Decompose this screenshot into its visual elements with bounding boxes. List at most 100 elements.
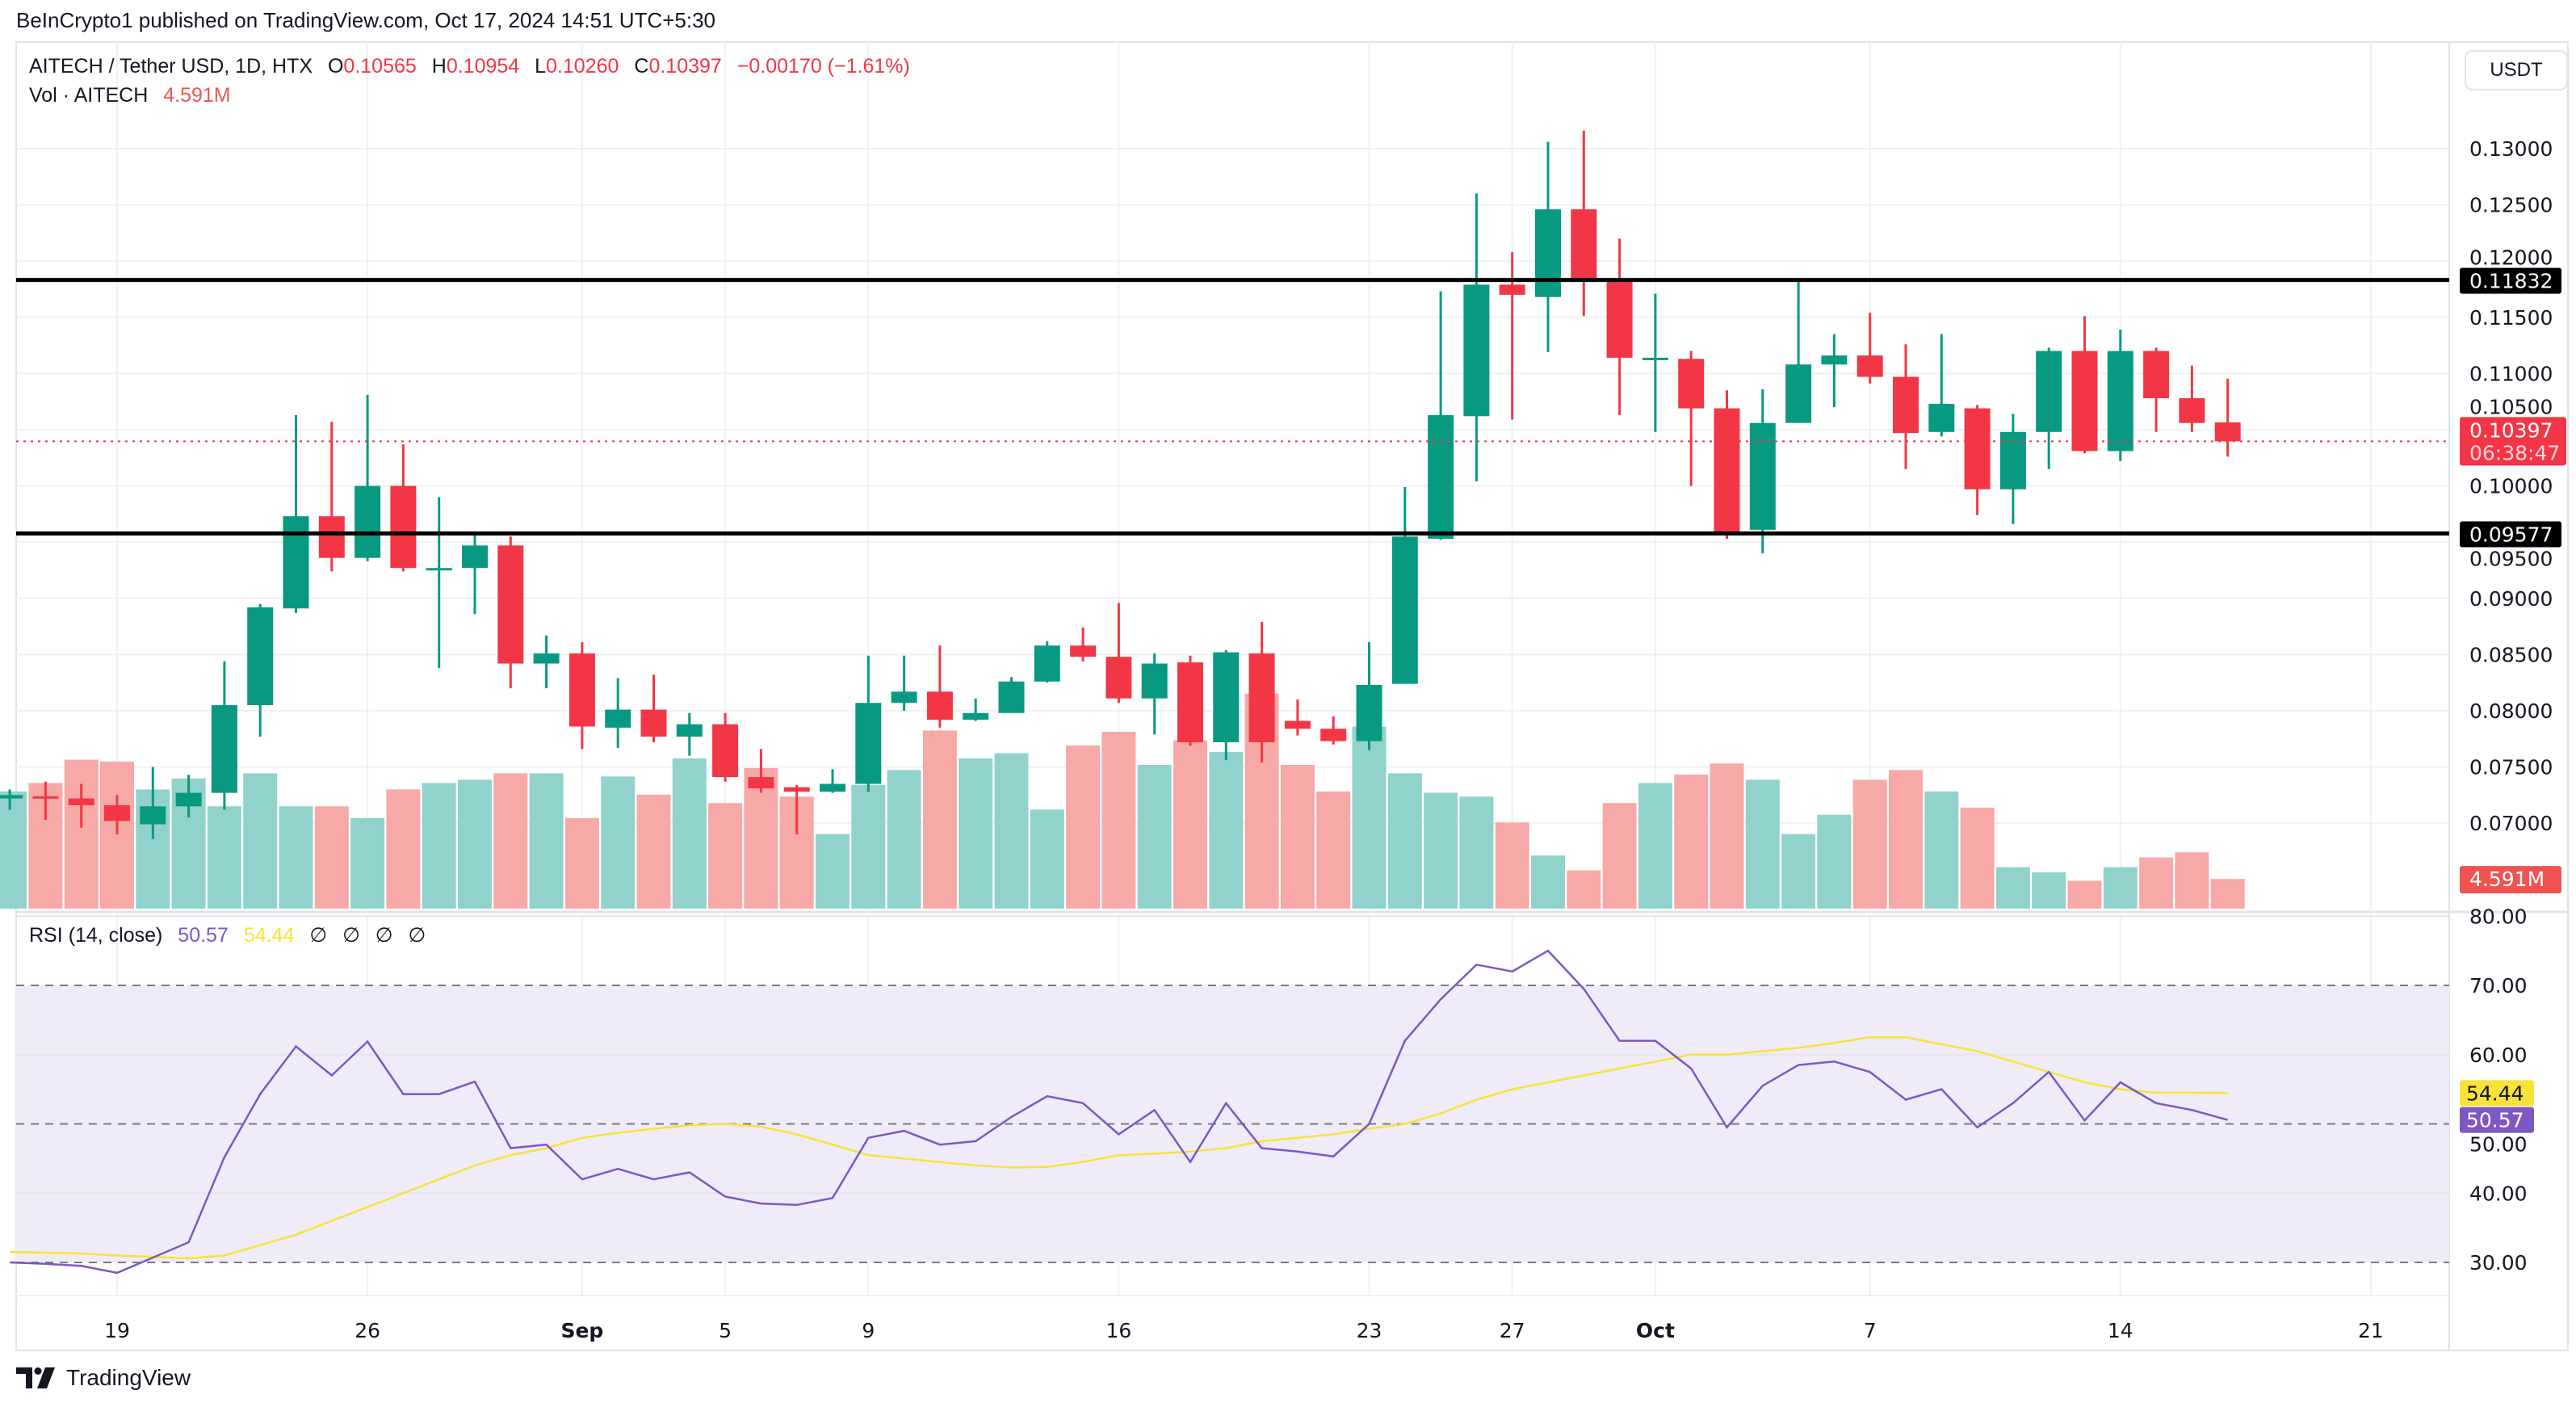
na-value: ∅ — [309, 924, 328, 947]
volume-bar — [386, 789, 421, 909]
candle-body — [1606, 279, 1633, 358]
volume-bar — [1066, 745, 1101, 909]
candle-body — [1356, 684, 1382, 741]
candle-body — [104, 804, 130, 821]
x-tick-label: 23 — [1357, 1319, 1382, 1342]
volume-bar — [1209, 751, 1244, 909]
candle-body — [2036, 351, 2062, 432]
level-price-label: 0.11832 — [2469, 270, 2553, 293]
volume-bar — [564, 817, 599, 909]
candle-body — [1213, 652, 1240, 742]
candle-body — [998, 681, 1025, 713]
high-label: H — [431, 55, 447, 78]
last-price-label: 0.10397 — [2469, 418, 2553, 442]
volume-bar — [2067, 880, 2102, 909]
candle-body — [1034, 645, 1060, 682]
candle-body — [2214, 422, 2241, 442]
candle-body — [1248, 653, 1275, 742]
volume-bar — [279, 806, 313, 909]
candle-body — [318, 516, 345, 558]
volume-bar — [601, 776, 636, 909]
price-tick-label: 0.09500 — [2469, 547, 2553, 570]
volume-label[interactable]: Vol · AITECH — [29, 84, 149, 107]
currency-button[interactable]: USDT — [2465, 50, 2568, 90]
candle-body — [1428, 414, 1454, 540]
volume-bar — [314, 806, 349, 909]
candle-body — [640, 709, 667, 737]
rsi-title[interactable]: RSI (14, close) — [29, 924, 163, 947]
candle-body — [712, 724, 739, 778]
candle-body — [1571, 209, 1597, 279]
price-tick-label: 0.07500 — [2469, 756, 2553, 779]
volume-bar — [64, 759, 99, 909]
close-label: C — [634, 55, 649, 78]
open-label: O — [327, 55, 344, 78]
volume-bar — [1924, 791, 1959, 909]
candle-body — [1177, 662, 1203, 742]
volume-bar — [1316, 791, 1351, 909]
volume-bar — [1137, 764, 1172, 909]
candle-body — [1785, 364, 1812, 423]
symbol-title[interactable]: AITECH / Tether USD, 1D, HTX — [29, 55, 313, 78]
volume-bar — [1531, 855, 1565, 909]
volume-bar — [1387, 773, 1422, 909]
candle-body — [1964, 408, 1991, 489]
volume-bar — [1173, 740, 1207, 909]
footer-brand-label: TradingView — [66, 1365, 191, 1390]
candle-body — [676, 724, 703, 737]
candle-body — [2071, 351, 2098, 452]
price-tick-label: 0.09000 — [2469, 587, 2553, 611]
volume-bar — [636, 794, 671, 909]
last-price-tag — [2460, 417, 2566, 466]
countdown-label: 06:38:47 — [2469, 441, 2560, 464]
volume-bar — [350, 817, 385, 909]
rsi-ma-tag — [2460, 1080, 2534, 1107]
candle-body — [2143, 351, 2170, 399]
volume-bar — [0, 791, 27, 909]
candle-body — [32, 796, 59, 799]
rsi-tick-label: 40.00 — [2469, 1182, 2528, 1205]
volume-bar — [959, 758, 993, 909]
rsi-tag — [2460, 1107, 2534, 1133]
candle-body — [140, 806, 166, 825]
candle-body — [926, 691, 953, 720]
volume-bar — [1995, 867, 2030, 909]
candle-body — [0, 795, 23, 799]
x-tick-label: 27 — [1500, 1319, 1525, 1342]
candle-body — [1105, 657, 1132, 699]
footer-brand[interactable]: TradingView — [16, 1365, 191, 1391]
volume-bar — [887, 770, 921, 909]
candle-body — [283, 516, 309, 609]
candle-body — [175, 792, 202, 807]
candle-body — [783, 787, 810, 792]
volume-bar — [2103, 867, 2138, 909]
volume-value: 4.591M — [163, 84, 231, 107]
candle-body — [855, 703, 882, 784]
volume-bar — [816, 834, 850, 909]
candle-body — [2179, 398, 2205, 423]
candle-body — [426, 568, 452, 571]
volume-bar — [2032, 872, 2066, 909]
na-value: ∅ — [342, 924, 360, 947]
candle-body — [355, 485, 381, 558]
candle-body — [748, 777, 774, 789]
chart-frame — [15, 41, 2569, 1351]
price-tick-label: 0.11500 — [2469, 306, 2553, 330]
candle-body — [1463, 284, 1490, 417]
price-tick-label: 0.08000 — [2469, 699, 2553, 723]
volume-bar — [1889, 770, 1923, 909]
candle-body — [1535, 209, 1561, 297]
candle-body — [247, 607, 274, 706]
candle-body — [1893, 376, 1919, 434]
volume-bar — [493, 773, 528, 909]
candle-body — [1928, 403, 1955, 432]
price-tick-label: 0.08500 — [2469, 643, 2553, 666]
volume-bar — [851, 784, 886, 909]
volume-bar — [2210, 879, 2245, 909]
candle-body — [1141, 663, 1168, 699]
level-price-tag — [2460, 521, 2561, 548]
last-volume-tag — [2460, 866, 2561, 894]
x-tick-label: 19 — [104, 1319, 130, 1342]
candle-body — [1642, 357, 1668, 360]
